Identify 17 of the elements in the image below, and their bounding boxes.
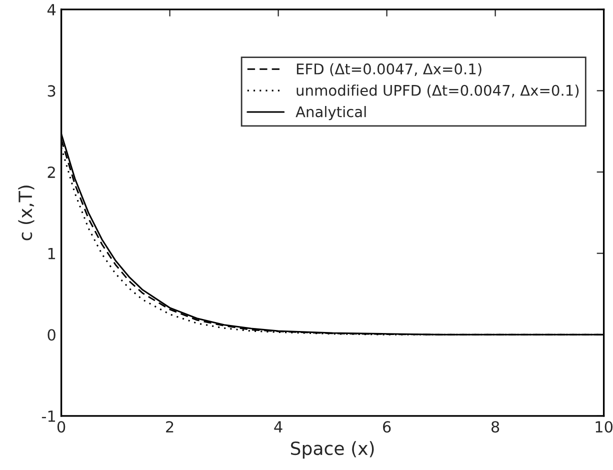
y-axis-title: c (x,T) bbox=[18, 186, 34, 240]
y-tick-label: 3 bbox=[48, 85, 56, 97]
x-tick-label: 6 bbox=[383, 421, 391, 433]
x-tick-label: 10 bbox=[596, 421, 613, 433]
legend-label: EFD (Δt=0.0047, Δx=0.1) bbox=[296, 63, 482, 76]
legend-label: unmodified UPFD (Δt=0.0047, Δx=0.1) bbox=[296, 84, 579, 98]
y-tick-label: 4 bbox=[47, 4, 56, 16]
x-tick-label: 2 bbox=[166, 421, 174, 432]
y-tick-label: 1 bbox=[48, 248, 56, 260]
x-tick-label: 8 bbox=[491, 421, 500, 433]
y-tick-label: 0 bbox=[48, 329, 56, 341]
legend-label: Analytical bbox=[296, 106, 366, 120]
x-tick-label: 4 bbox=[274, 421, 282, 432]
y-tick-label: -1 bbox=[42, 410, 56, 422]
x-axis-title: Space (x) bbox=[290, 441, 374, 459]
x-tick-label: 0 bbox=[57, 421, 66, 433]
y-tick-label: 2 bbox=[48, 166, 55, 178]
